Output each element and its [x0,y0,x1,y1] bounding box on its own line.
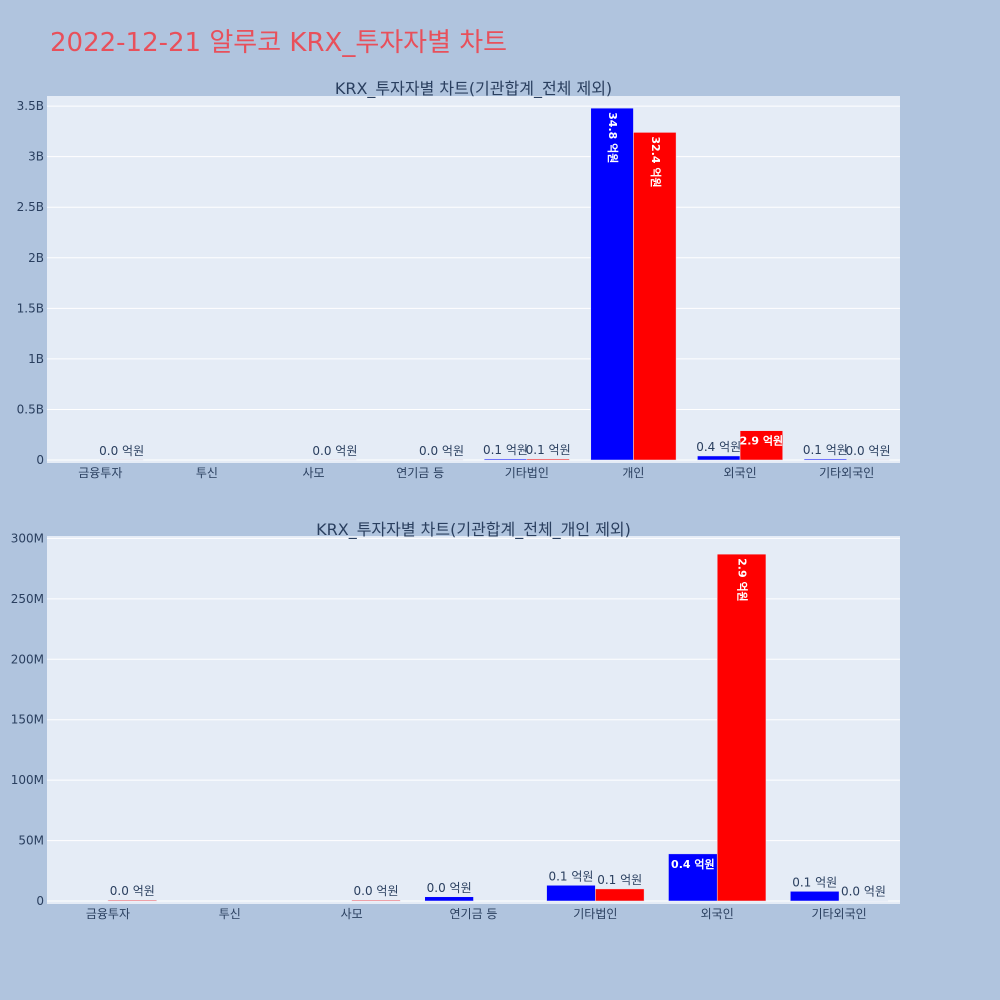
chart-1: 0 0.5B 1B 1.5B 2B 2.5B 3B 3.5B KRX_투자자별 차트(기관합계_… [17,79,900,480]
x-tick-label: 기타법인 [573,907,617,921]
bar-label: 0.1 억원 [597,873,642,887]
y-tick-label: 2B [28,251,44,265]
x-tick-label: 연기금 등 [396,466,444,480]
bar [595,888,645,902]
bar [590,107,634,461]
y-tick-label: 300M [11,531,44,545]
bar-label: 0.0 억원 [427,881,472,895]
bar [351,899,401,902]
x-tick-label: 기타법인 [505,466,549,480]
x-tick-label: 사모 [303,466,325,480]
bar [526,458,570,461]
bar-label: 0.1 억원 [483,443,528,457]
x-tick-label: 투신 [219,907,241,921]
bar-label: 0.0 억원 [312,444,357,458]
y-tick-label: 0 [36,894,44,908]
subplot-title: KRX_투자자별 차트(기관합계_전체 제외) [335,79,612,99]
x-tick-label: 사모 [341,907,363,921]
y-tick-label: 3B [28,150,44,164]
y-tick-label: 50M [18,834,44,848]
bar-label: 0.1 억원 [526,443,571,457]
y-tick-label: 150M [11,713,44,727]
bar-label: 34.8 억원 [606,112,620,163]
bar [790,891,840,902]
bar [107,899,157,902]
bar-label: 0.1 억원 [792,875,837,889]
bar [483,458,528,461]
bar-label: 2.9 억원 [740,434,784,448]
bar-label: 0.1 억원 [803,443,848,457]
x-tick-label: 기타외국인 [811,907,866,921]
bar-label: 0.4 억원 [696,440,741,454]
x-tick-label: 개인 [622,466,644,480]
bar-label: 0.4 억원 [671,857,715,871]
x-tick-label: 외국인 [724,466,757,480]
bar-label: 2.9 억원 [736,558,750,602]
bar [716,553,767,902]
bar [668,853,718,902]
y-tick-label: 0 [36,453,44,467]
bar-label: 0.0 억원 [110,884,155,898]
bar-label: 0.0 억원 [354,884,399,898]
y-tick-label: 1.5B [17,301,44,315]
bar-label: 32.4 억원 [649,136,663,187]
page-title: 2022-12-21 알루코 KRX_투자자별 차트 [50,28,508,58]
x-tick-label: 기타외국인 [819,466,874,480]
bar [424,896,474,902]
subplot-title: KRX_투자자별 차트(기관합계_전체_개인 제외) [316,520,631,540]
y-tick-label: 0.5B [17,402,44,416]
bar-label: 0.0 억원 [419,444,464,458]
y-tick-label: 250M [11,592,44,606]
bar-label: 0.1 억원 [548,869,593,883]
bar [546,885,596,902]
bar-label: 0.0 억원 [846,444,891,458]
bar-label: 0.0 억원 [841,885,886,899]
bar [633,132,677,461]
bar-label: 0.0 억원 [99,444,144,458]
bar [697,455,741,461]
y-tick-label: 1B [28,352,44,366]
y-tick-label: 200M [11,652,44,666]
y-tick-label: 3.5B [17,99,44,113]
bar [739,430,783,461]
x-tick-label: 금융투자 [78,466,122,480]
x-tick-label: 투신 [196,466,218,480]
bar [803,458,847,461]
plot-area [47,96,900,463]
chart-2: 0 50M 100M 150M 200M 250M 300M KRX_투자자별 차트(기관합계… [11,520,900,921]
x-tick-label: 외국인 [701,907,734,921]
x-tick-label: 금융투자 [86,907,130,921]
y-tick-label: 100M [11,773,44,787]
x-tick-label: 연기금 등 [450,907,498,921]
y-tick-label: 2.5B [17,200,44,214]
